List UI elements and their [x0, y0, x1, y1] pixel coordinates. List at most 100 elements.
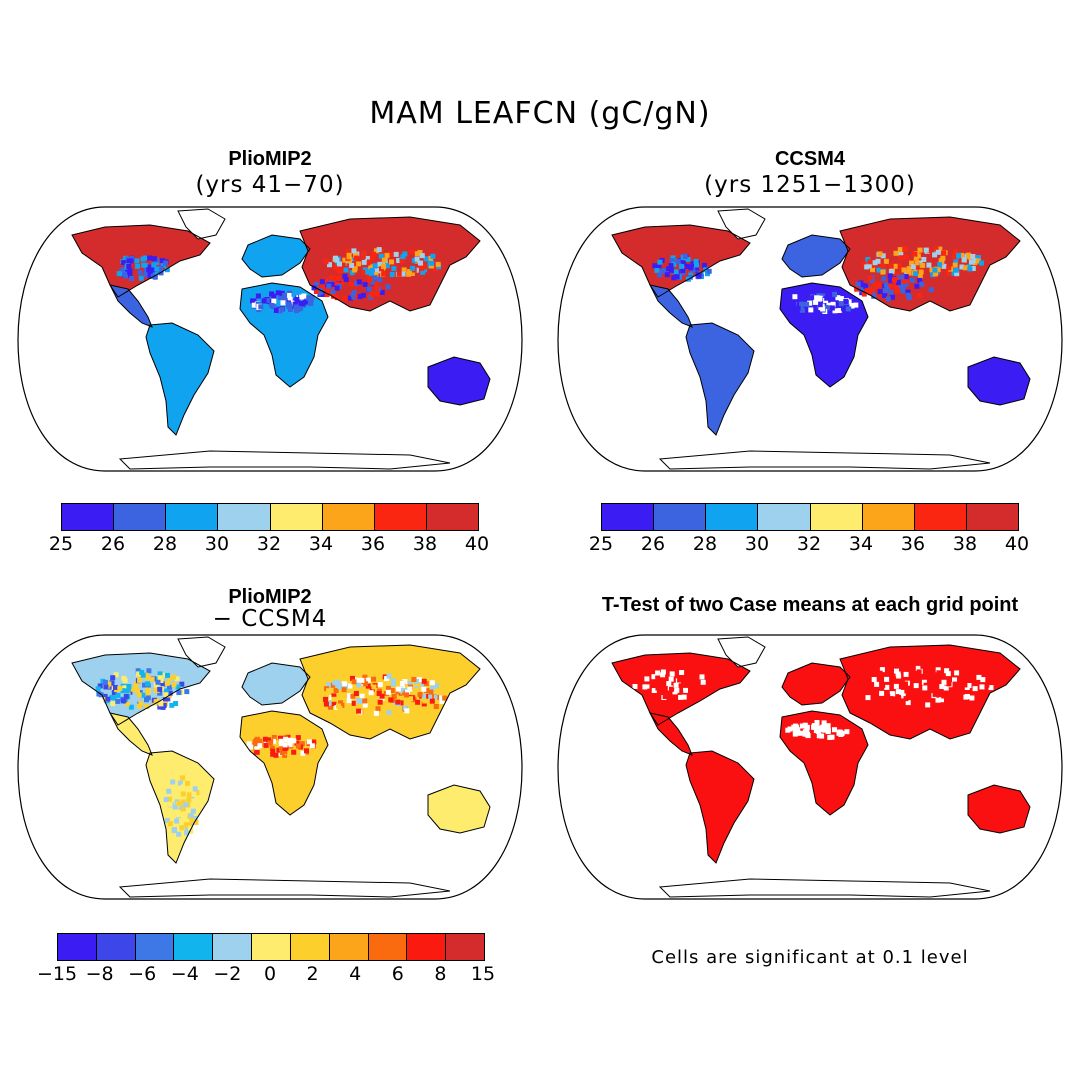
colorbar-swatch [862, 504, 915, 530]
panel2-map [550, 205, 1070, 475]
colorbar-tick-label: 30 [204, 533, 230, 555]
panel3-subtitle: − CCSM4 [212, 606, 328, 632]
colorbar-tick-label: 32 [796, 533, 822, 555]
colorbar-tick-label: 40 [1004, 533, 1030, 555]
colorbar-tick-label: 38 [952, 533, 978, 555]
colorbar-swatch [758, 504, 811, 530]
colorbar-tick-label: −4 [170, 963, 199, 985]
colorbar-swatch [966, 504, 1018, 530]
colorbar-swatch [426, 504, 478, 530]
colorbar-3-labels: −15 −8 −6 −4 −2 0 2 4 6 8 15 [37, 963, 495, 987]
colorbar-3 [57, 933, 485, 961]
colorbar-swatch [58, 934, 97, 960]
landmass-af [240, 711, 328, 815]
colorbar-tick-label: −8 [85, 963, 114, 985]
colorbar-tick-label: 38 [412, 533, 438, 555]
colorbar-swatch [218, 504, 271, 530]
landmass-ant [660, 879, 990, 897]
colorbar-tick-label: 26 [640, 533, 666, 555]
landmass-au [428, 357, 490, 405]
colorbar-swatch [96, 934, 136, 960]
colorbar-tick-label: −6 [128, 963, 157, 985]
colorbar-swatch [252, 934, 291, 960]
colorbar-tick-label: 0 [263, 963, 277, 985]
panel1-subtitle: (yrs 41−70) [195, 172, 345, 198]
colorbar-tick-label: 28 [692, 533, 718, 555]
colorbar-tick-label: 32 [256, 533, 282, 555]
landmass-eu [242, 235, 310, 277]
colorbar-swatch [135, 934, 175, 960]
landmass-ant [660, 451, 990, 469]
colorbar-tick-label: 34 [848, 533, 874, 555]
colorbar-swatch [174, 934, 214, 960]
colorbar-tick-label: 34 [308, 533, 334, 555]
colorbar-tick-label: 36 [900, 533, 926, 555]
map-frame [557, 634, 1063, 900]
colorbar-swatch [446, 934, 484, 960]
colorbar-swatch [290, 934, 330, 960]
landmass-grl [718, 637, 765, 667]
panel1-map [10, 205, 530, 475]
landmass-eu [782, 235, 850, 277]
colorbar-swatch [374, 504, 427, 530]
landmass-sa [686, 323, 754, 435]
panel2-title: CCSM4 [774, 148, 845, 170]
colorbar-tick-label: 8 [434, 963, 447, 985]
landmass-na [612, 653, 750, 725]
colorbar-tick-label: 36 [360, 533, 386, 555]
colorbar-tick-label: −2 [213, 963, 242, 985]
colorbar-swatch [368, 934, 408, 960]
figure-title: MAM LEAFCN (gC/gN) [369, 96, 711, 131]
colorbar-tick-label: 25 [588, 533, 614, 555]
colorbar-swatch [914, 504, 967, 530]
colorbar-tick-label: 25 [48, 533, 74, 555]
colorbar-2-labels: 25 26 28 30 32 34 36 38 40 [589, 533, 1029, 557]
colorbar-tick-label: 6 [391, 963, 404, 985]
colorbar-tick-label: 40 [464, 533, 490, 555]
colorbar-swatch [213, 934, 253, 960]
colorbar-swatch [166, 504, 219, 530]
panel3-title: PlioMIP2 [228, 586, 312, 608]
landmass-na [72, 653, 210, 725]
colorbar-tick-label: 28 [152, 533, 178, 555]
landmass-au [968, 785, 1030, 833]
landmass-ant [120, 451, 450, 469]
colorbar-swatch [602, 504, 655, 530]
landmass-eu [782, 663, 850, 705]
panel3-map [10, 633, 530, 903]
landmass-grl [718, 209, 765, 239]
panel2-subtitle: (yrs 1251−1300) [704, 172, 916, 198]
landmass-au [428, 785, 490, 833]
landmass-grl [178, 637, 225, 667]
landmass-au [968, 357, 1030, 405]
map-frame [17, 206, 523, 472]
colorbar-tick-label: 4 [349, 963, 362, 985]
landmass-af [780, 711, 868, 815]
panel1-title: PlioMIP2 [228, 148, 312, 170]
landmass-grl [178, 209, 225, 239]
landmass-eu [242, 663, 310, 705]
map-frame [557, 206, 1063, 472]
significance-note: Cells are significant at 0.1 level [651, 947, 969, 968]
colorbar-tick-label: 2 [306, 963, 319, 985]
landmass-as [840, 645, 1020, 739]
colorbar-tick-label: 15 [470, 963, 496, 985]
colorbar-swatch [706, 504, 759, 530]
colorbar-swatch [114, 504, 167, 530]
panel4-map [550, 633, 1070, 903]
colorbar-tick-label: 30 [744, 533, 770, 555]
colorbar-1 [61, 503, 479, 531]
panel4-title: T-Test of two Case means at each grid po… [601, 594, 1019, 616]
landmass-sa [146, 323, 214, 435]
colorbar-swatch [810, 504, 863, 530]
colorbar-swatch [654, 504, 707, 530]
colorbar-swatch [407, 934, 447, 960]
colorbar-tick-label: −15 [36, 963, 78, 985]
colorbar-swatch [329, 934, 369, 960]
colorbar-swatch [62, 504, 115, 530]
landmass-ant [120, 879, 450, 897]
map-frame [17, 634, 523, 900]
colorbar-tick-label: 26 [100, 533, 126, 555]
colorbar-swatch [322, 504, 375, 530]
landmass-sa [686, 751, 754, 863]
